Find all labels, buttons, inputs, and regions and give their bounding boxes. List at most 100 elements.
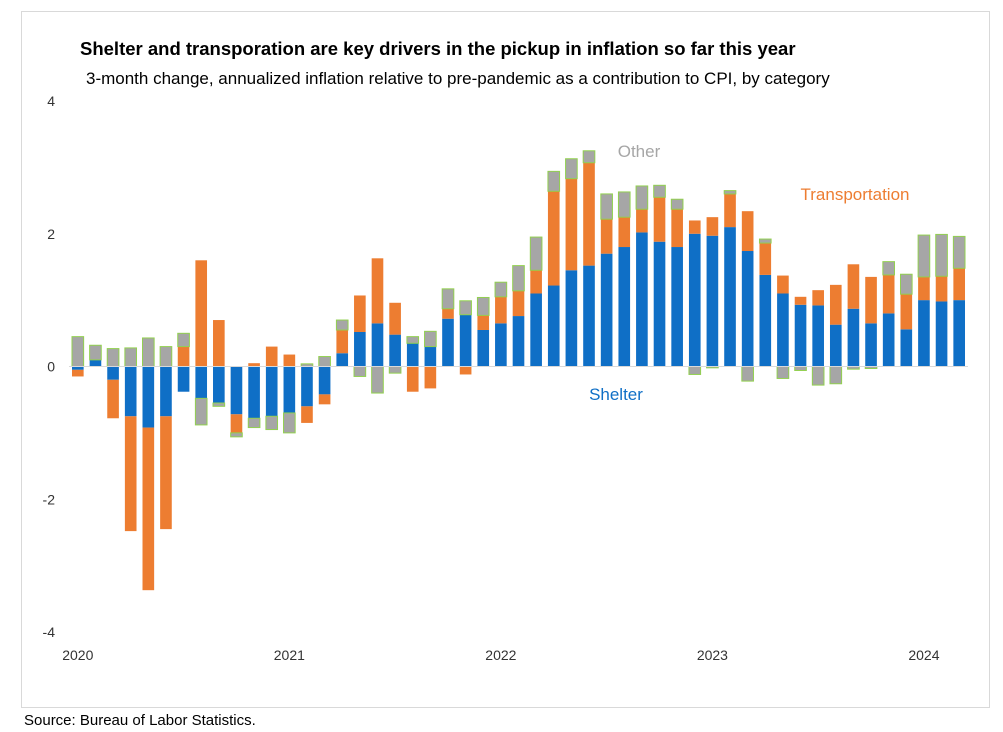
other-bar bbox=[723, 190, 737, 195]
other-bar bbox=[758, 238, 772, 244]
shelter-bar bbox=[406, 343, 419, 367]
transportation-bar bbox=[600, 219, 613, 254]
transportation-bar bbox=[124, 416, 137, 532]
other-bar bbox=[512, 265, 525, 292]
transportation-bar bbox=[477, 315, 490, 330]
other-bar bbox=[899, 273, 913, 295]
shelter-bar bbox=[142, 366, 155, 428]
other-bar bbox=[582, 150, 596, 164]
other-bar bbox=[917, 234, 931, 278]
shelter-bar bbox=[583, 265, 595, 367]
other-bar bbox=[811, 366, 825, 386]
shelter-bar bbox=[459, 314, 472, 367]
shelter-bar bbox=[882, 313, 895, 367]
other-bar bbox=[688, 366, 702, 375]
transportation-bar bbox=[829, 284, 842, 325]
transportation-bar bbox=[213, 320, 225, 367]
transportation-bar bbox=[918, 276, 930, 301]
other-bar bbox=[600, 193, 613, 220]
transportation-bar bbox=[953, 268, 966, 301]
shelter-bar bbox=[265, 366, 278, 417]
other-bar bbox=[406, 336, 420, 344]
shelter-bar bbox=[918, 300, 930, 367]
shelter-bar bbox=[900, 329, 913, 367]
transportation-bar bbox=[565, 178, 578, 271]
x-tick-label: 2022 bbox=[485, 647, 516, 663]
other-bar bbox=[142, 337, 155, 367]
shelter-bar bbox=[107, 366, 119, 380]
shelter-bar bbox=[653, 241, 666, 367]
shelter-bar bbox=[160, 366, 172, 417]
other-bar bbox=[230, 432, 243, 438]
shelter-bar bbox=[442, 318, 454, 367]
shelter-bar bbox=[230, 366, 243, 415]
other-bar bbox=[106, 348, 120, 367]
transportation-bar bbox=[248, 363, 260, 367]
y-tick-label: 4 bbox=[47, 93, 55, 109]
other-bar bbox=[89, 344, 102, 361]
other-bar bbox=[741, 366, 754, 382]
transportation-bar bbox=[389, 302, 401, 335]
transportation-bar bbox=[424, 366, 437, 389]
other-bar bbox=[459, 300, 472, 316]
transportation-bar bbox=[265, 346, 278, 367]
transportation-bar bbox=[583, 162, 595, 266]
transportation-bar bbox=[865, 276, 877, 324]
transportation-bar bbox=[724, 193, 736, 228]
shelter-bar bbox=[354, 331, 366, 367]
transportation-bar bbox=[71, 369, 84, 377]
shelter-bar bbox=[600, 253, 613, 367]
shelter-bar bbox=[777, 293, 789, 367]
other-bar bbox=[529, 236, 543, 271]
x-axis: 2020 2021 2022 2023 2024 bbox=[62, 647, 939, 663]
other-bar bbox=[653, 184, 666, 198]
transportation-bar bbox=[636, 209, 648, 233]
shelter-bar bbox=[318, 366, 331, 395]
transportation-bar bbox=[794, 296, 807, 305]
transportation-bar bbox=[882, 274, 895, 314]
other-bar bbox=[335, 319, 349, 331]
other-bar bbox=[318, 356, 331, 368]
other-bar bbox=[424, 330, 437, 348]
chart-frame bbox=[21, 11, 990, 708]
transportation-bar bbox=[283, 354, 296, 367]
transportation-bar bbox=[230, 414, 243, 433]
other-bar bbox=[124, 347, 138, 368]
other-bar bbox=[441, 288, 455, 310]
other-bar bbox=[71, 336, 85, 368]
other-bar bbox=[617, 191, 631, 218]
transportation-bar bbox=[406, 366, 419, 392]
shelter-bar bbox=[124, 366, 137, 417]
shelter-bar bbox=[688, 233, 701, 367]
shelter-bar bbox=[283, 366, 296, 413]
other-bar bbox=[829, 366, 843, 385]
other-bar bbox=[565, 158, 578, 180]
shelter-bar bbox=[248, 366, 260, 419]
transportation-bar bbox=[107, 379, 119, 419]
shelter-bar bbox=[547, 285, 560, 367]
shelter-bar bbox=[177, 366, 190, 392]
other-bar bbox=[212, 402, 226, 407]
transportation-bar bbox=[160, 416, 172, 530]
shelter-bar bbox=[794, 304, 807, 367]
y-axis: 4 2 0 -2 -4 bbox=[43, 93, 56, 640]
shelter-bar bbox=[671, 247, 683, 367]
other-bar bbox=[635, 185, 649, 210]
transportation-bar bbox=[547, 191, 560, 286]
transportation-bar bbox=[495, 296, 507, 324]
shelter-bar bbox=[89, 359, 102, 367]
other-bar bbox=[494, 281, 508, 298]
shelter-bar bbox=[424, 346, 437, 367]
x-tick-label: 2024 bbox=[908, 647, 939, 663]
shelter-bar bbox=[213, 366, 225, 404]
transportation-bar bbox=[459, 366, 472, 375]
shelter-bar bbox=[865, 323, 877, 367]
shelter-bar bbox=[741, 251, 754, 367]
other-bar bbox=[776, 366, 790, 379]
shelter-bar bbox=[512, 316, 525, 367]
other-bar bbox=[371, 366, 384, 394]
transportation-bar bbox=[442, 308, 454, 319]
other-bar bbox=[194, 397, 208, 426]
other-bar bbox=[388, 366, 402, 374]
